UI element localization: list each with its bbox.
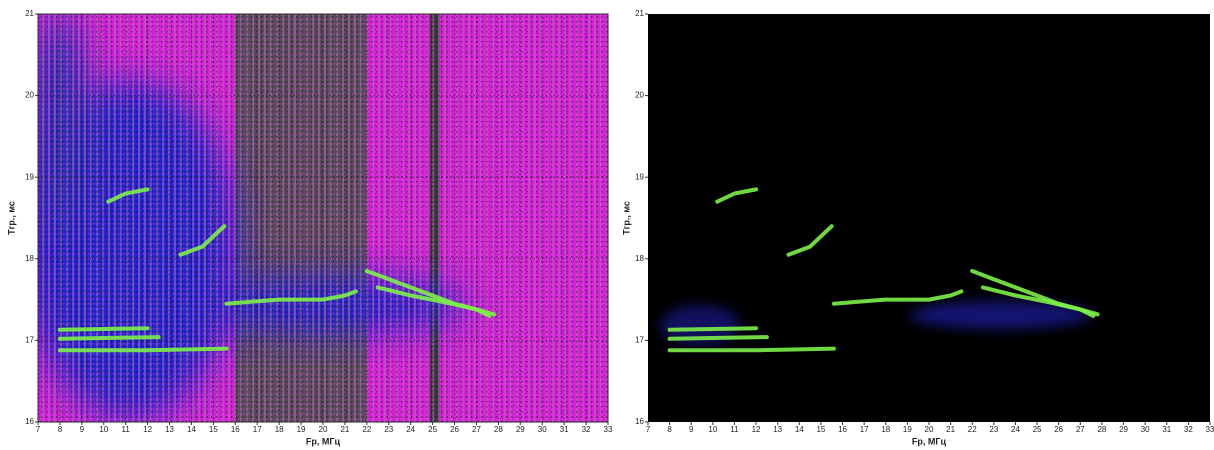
x-tick-label: 20 — [319, 425, 328, 434]
x-tick-label: 31 — [560, 425, 569, 434]
x-tick-label: 26 — [1054, 425, 1063, 434]
x-tick-label: 8 — [667, 425, 672, 434]
x-tick-label: 21 — [340, 425, 349, 434]
echo-trace — [667, 346, 836, 353]
echo-trace — [57, 326, 150, 332]
x-tick-label: 23 — [989, 425, 998, 434]
x-tick-label: 12 — [752, 425, 761, 434]
x-tick-label: 19 — [297, 425, 306, 434]
x-tick-label: 29 — [516, 425, 525, 434]
y-axis-label: Тгр., мс — [6, 201, 16, 235]
x-tick-label: 28 — [494, 425, 503, 434]
x-tick-label: 10 — [99, 425, 108, 434]
x-tick-label: 29 — [1119, 425, 1128, 434]
y-tick-label: 20 — [25, 91, 34, 100]
x-tick-label: 30 — [1141, 425, 1150, 434]
x-tick-label: 9 — [80, 425, 85, 434]
x-tick-label: 19 — [903, 425, 912, 434]
x-tick-label: 31 — [1162, 425, 1171, 434]
x-tick-label: 12 — [143, 425, 152, 434]
y-tick-label: 18 — [25, 254, 34, 263]
x-axis-label: Fр, МГц — [912, 436, 947, 446]
x-tick-label: 15 — [209, 425, 218, 434]
x-tick-label: 18 — [275, 425, 284, 434]
y-tick-label: 20 — [635, 91, 644, 100]
x-tick-label: 10 — [708, 425, 717, 434]
x-axis-label: Fр, МГц — [306, 436, 341, 446]
echo-trace — [178, 224, 227, 257]
x-tick-label: 24 — [406, 425, 415, 434]
x-tick-label: 22 — [362, 425, 371, 434]
x-tick-label: 8 — [58, 425, 63, 434]
echo-trace — [715, 187, 759, 204]
echo-trace — [667, 326, 759, 332]
x-tick-label: 25 — [428, 425, 437, 434]
x-tick-label: 16 — [838, 425, 847, 434]
echo-trace — [831, 289, 964, 306]
echo-trace — [786, 224, 834, 257]
x-tick-label: 13 — [773, 425, 782, 434]
x-tick-label: 17 — [253, 425, 262, 434]
y-tick-label: 19 — [635, 172, 644, 181]
echo-trace — [57, 335, 161, 341]
x-tick-label: 22 — [968, 425, 977, 434]
echo-trace — [375, 285, 492, 318]
x-tick-label: 7 — [646, 425, 651, 434]
x-tick-label: 30 — [538, 425, 547, 434]
echo-trace — [224, 289, 358, 306]
x-tick-label: 21 — [946, 425, 955, 434]
x-tick-label: 23 — [384, 425, 393, 434]
echo-trace — [57, 346, 229, 353]
y-tick-label: 16 — [25, 417, 34, 426]
echo-trace — [106, 187, 150, 204]
y-tick-label: 16 — [635, 417, 644, 426]
y-tick-label: 17 — [25, 336, 34, 345]
y-tick-label: 17 — [635, 336, 644, 345]
x-tick-label: 32 — [582, 425, 591, 434]
x-tick-label: 26 — [450, 425, 459, 434]
x-tick-label: 14 — [187, 425, 196, 434]
echo-trace — [981, 285, 1096, 318]
y-tick-label: 19 — [25, 172, 34, 181]
x-tick-label: 27 — [1076, 425, 1085, 434]
x-tick-label: 9 — [689, 425, 694, 434]
left-background — [38, 14, 608, 422]
y-tick-label: 18 — [635, 254, 644, 263]
x-tick-label: 13 — [165, 425, 174, 434]
x-tick-label: 25 — [1033, 425, 1042, 434]
x-tick-label: 14 — [795, 425, 804, 434]
x-tick-label: 33 — [1206, 425, 1214, 434]
x-tick-label: 27 — [472, 425, 481, 434]
y-tick-label: 21 — [635, 9, 644, 18]
x-tick-label: 11 — [730, 425, 739, 434]
x-tick-label: 28 — [1097, 425, 1106, 434]
x-tick-label: 33 — [604, 425, 613, 434]
x-tick-label: 17 — [860, 425, 869, 434]
x-tick-label: 20 — [925, 425, 934, 434]
right-background — [648, 14, 1210, 422]
y-axis-label: Тгр., мс — [621, 201, 631, 235]
x-tick-label: 24 — [1011, 425, 1020, 434]
y-tick-label: 21 — [25, 9, 34, 18]
x-tick-label: 7 — [36, 425, 41, 434]
x-tick-label: 11 — [122, 425, 131, 434]
x-tick-label: 16 — [231, 425, 240, 434]
echo-trace — [667, 335, 769, 341]
x-tick-label: 18 — [881, 425, 890, 434]
x-tick-label: 15 — [816, 425, 825, 434]
x-tick-label: 32 — [1184, 425, 1193, 434]
